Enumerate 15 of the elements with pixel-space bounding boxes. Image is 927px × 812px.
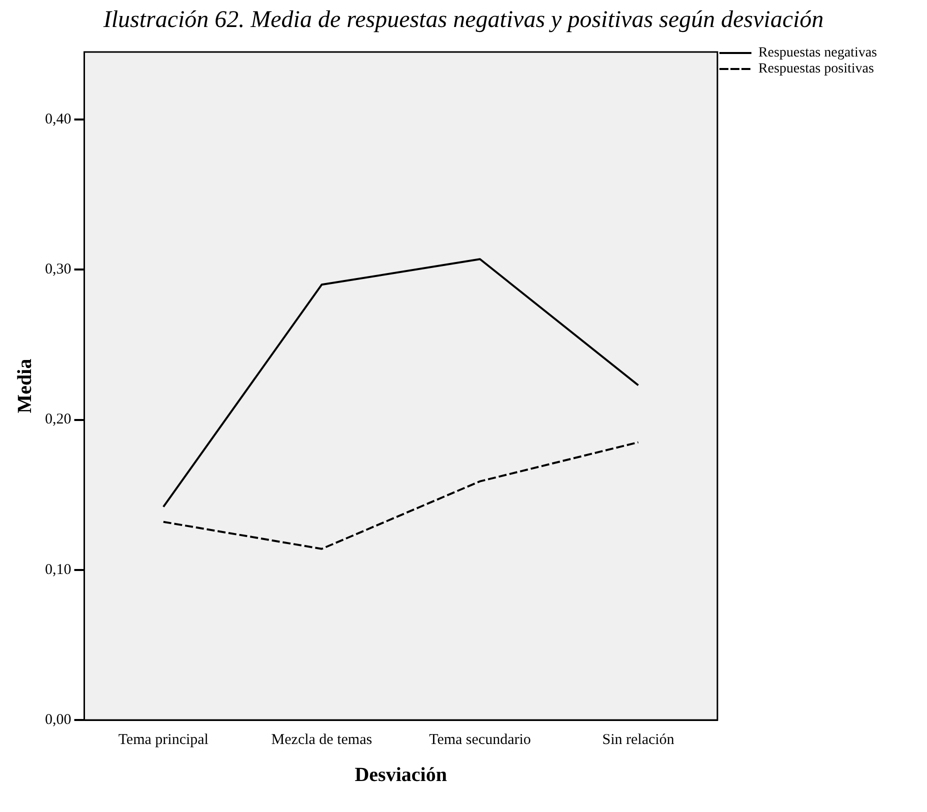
y-tick-label: 0,10	[45, 562, 72, 578]
y-tick-label: 0,30	[45, 262, 72, 278]
y-tick-label: 0,40	[45, 111, 72, 128]
x-tick-label: Sin relación	[602, 732, 675, 748]
legend-label: Respuestas positivas	[758, 62, 874, 77]
y-tick-label: 0,00	[45, 712, 72, 728]
x-axis-title: Desviación	[354, 764, 447, 786]
y-tick-label: 0,20	[45, 412, 72, 428]
x-tick-label: Mezcla de temas	[271, 732, 372, 748]
legend-label: Respuestas negativas	[758, 46, 878, 61]
x-tick-label: Tema secundario	[429, 732, 531, 748]
chart-title: Ilustración 62. Media de respuestas negativas y positivas según desviación	[102, 6, 825, 35]
x-tick-label: Tema principal	[118, 732, 208, 748]
y-axis-title: Media	[14, 358, 36, 414]
line-series	[162, 441, 640, 550]
